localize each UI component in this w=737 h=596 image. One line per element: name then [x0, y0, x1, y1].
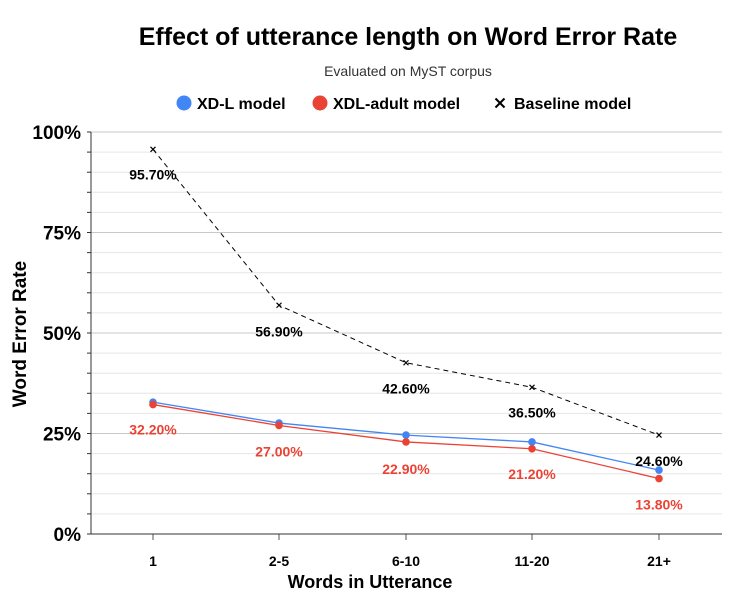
- chart-subtitle: Evaluated on MyST corpus: [324, 63, 492, 79]
- y-tick-label: 25%: [43, 425, 81, 446]
- x-tick-label: 1: [149, 553, 157, 569]
- legend-marker: [312, 95, 328, 111]
- series-xdl-adult-model: [149, 400, 663, 483]
- data-point: [275, 421, 283, 430]
- series-baseline-model: [150, 146, 662, 439]
- x-tick-label: 21+: [647, 553, 671, 569]
- data-point-x: [403, 359, 409, 366]
- x-axis-title: Words in Utterance: [288, 572, 453, 592]
- legend-item: XD-L model: [176, 95, 286, 113]
- legend-marker: [176, 95, 192, 111]
- data-label-baseline: 95.70%: [129, 166, 177, 182]
- y-tick-label: 0%: [54, 525, 82, 546]
- grid: [91, 131, 722, 540]
- data-point-x: [150, 146, 156, 153]
- data-label-baseline: 42.60%: [382, 381, 430, 397]
- x-tick-label: 6-10: [392, 553, 420, 569]
- data-point-x: [529, 384, 535, 391]
- data-point: [655, 474, 663, 483]
- data-point: [528, 444, 536, 453]
- data-point-x: [656, 432, 662, 439]
- axes: 0% 25% 50% 75% 100% 1 2-5 6-10 11-20 21+: [32, 123, 722, 569]
- data-label-xdl-adult: 22.90%: [382, 461, 430, 477]
- chart-title: Effect of utterance length on Word Error…: [139, 23, 678, 51]
- data-point: [528, 438, 536, 446]
- data-label-xdl-adult: 32.20%: [129, 422, 177, 438]
- data-point: [402, 431, 410, 439]
- y-tick-label: 100%: [32, 123, 81, 144]
- y-axis-title: Word Error Rate: [10, 261, 31, 407]
- series-line: [152, 148, 660, 436]
- data-label-baseline: 36.50%: [508, 404, 556, 420]
- data-point: [655, 466, 663, 474]
- x-tick-label: 11-20: [514, 553, 549, 569]
- y-tick-label: 50%: [43, 324, 81, 345]
- legend-item: XDL-adult model: [312, 95, 460, 113]
- data-label-baseline: 24.60%: [635, 453, 683, 469]
- legend-marker: [494, 97, 506, 109]
- data-point: [402, 438, 410, 446]
- legend-item: Baseline model: [494, 96, 631, 113]
- data-label-xdl-adult: 21.20%: [508, 466, 556, 482]
- legend-label: Baseline model: [514, 96, 631, 113]
- data-label-xdl-adult: 27.00%: [255, 443, 303, 459]
- series-layer: [149, 146, 663, 483]
- x-tick-label: 2-5: [269, 553, 289, 569]
- legend: XD-L model XDL-adult model Baseline model: [176, 95, 631, 113]
- data-label-baseline: 56.90%: [255, 323, 303, 339]
- data-labels: 95.70% 56.90% 42.60% 36.50% 24.60% 32.20% 27.0…: [129, 166, 683, 512]
- data-point: [149, 400, 157, 409]
- legend-label: XD-L model: [197, 96, 286, 113]
- y-tick-label: 75%: [43, 224, 81, 245]
- data-label-xdl-adult: 13.80%: [635, 497, 683, 513]
- data-point-x: [276, 302, 282, 309]
- legend-label: XDL-adult model: [333, 96, 460, 113]
